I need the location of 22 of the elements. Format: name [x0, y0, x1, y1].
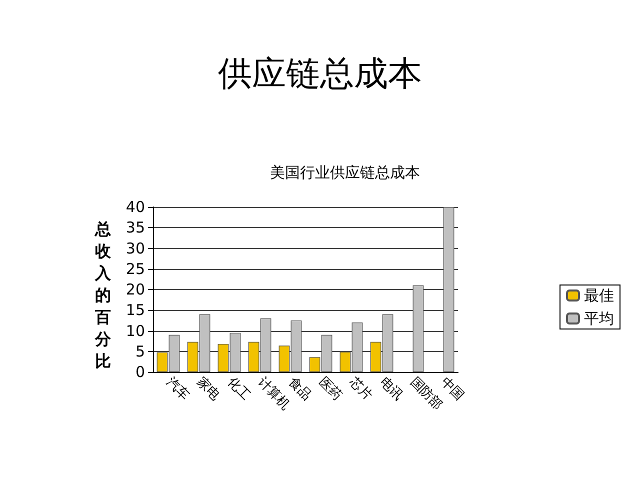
y-tick-label: 40	[126, 198, 145, 216]
x-tick-label: 芯片	[345, 374, 375, 404]
chart-subtitle: 美国行业供应链总成本	[270, 164, 420, 182]
bar	[443, 207, 454, 372]
y-tick-label: 30	[126, 239, 145, 258]
x-tick-label: 汽车	[162, 374, 192, 404]
y-tick-label: 15	[126, 301, 145, 320]
y-tick-label: 25	[126, 260, 145, 278]
bar	[412, 285, 424, 372]
y-tick-label: 0	[135, 363, 145, 381]
y-tick-label: 10	[126, 322, 145, 340]
legend-label: 平均	[584, 310, 614, 328]
x-tick-label: 化工	[224, 374, 253, 404]
y-tick-label: 35	[126, 218, 145, 237]
x-tick-label: 医药	[315, 374, 344, 404]
x-tick-label: 电讯	[376, 374, 406, 404]
x-tick-label: 家电	[193, 374, 224, 404]
y-axis-title: 总收入的百分比	[94, 220, 112, 370]
chart-title: 供应链总成本	[218, 54, 422, 94]
legend-label: 最佳	[584, 286, 614, 304]
y-tick-label: 20	[126, 280, 145, 298]
y-tick-label: 5	[135, 342, 145, 360]
